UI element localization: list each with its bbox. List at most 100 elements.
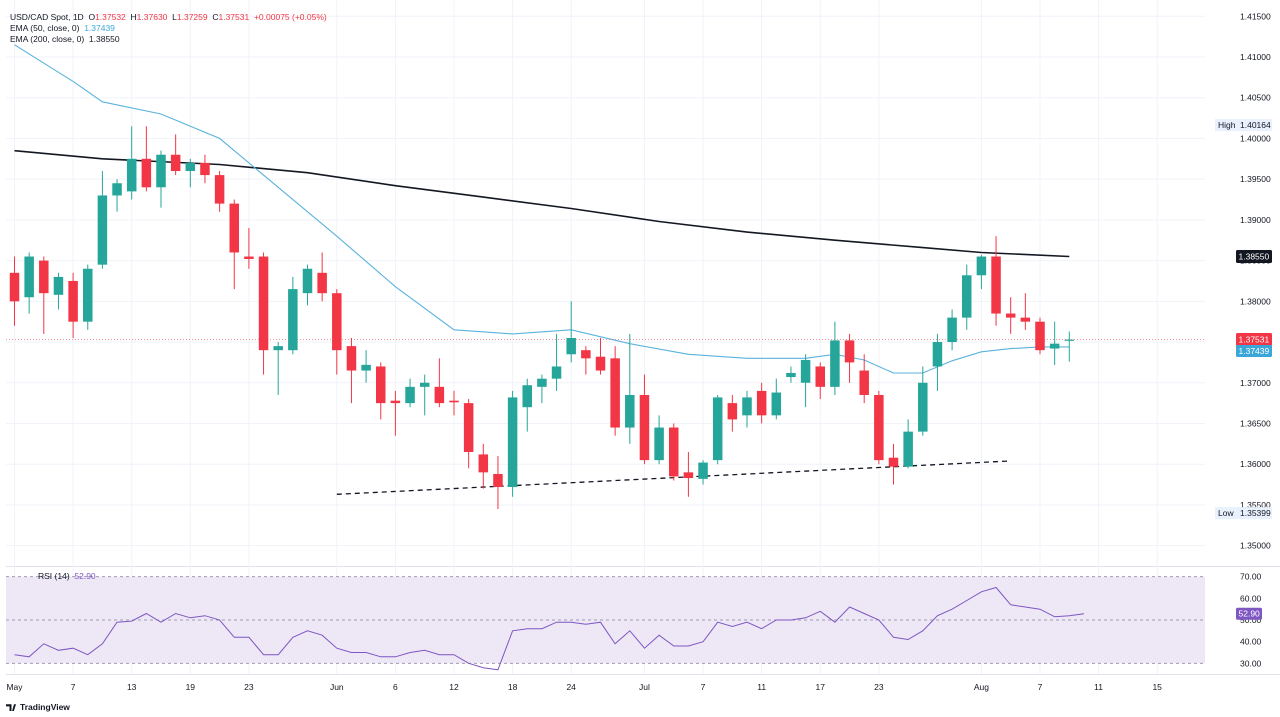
candle-body-up — [566, 337, 576, 355]
candle-body-up — [361, 364, 371, 371]
candle-body-down — [68, 280, 78, 322]
rsi-legend[interactable]: RSI (14) 52.90 — [38, 571, 96, 581]
candle-body-down — [991, 256, 1001, 314]
candle-body-up — [83, 268, 93, 322]
candle-body-down — [200, 162, 210, 176]
candle-body-down — [449, 400, 459, 403]
ema50-label: EMA (50, close, 0) — [10, 23, 80, 33]
ohlc-legend: USD/CAD Spot, 1D O1.37532 H1.37630 L1.37… — [10, 12, 327, 23]
candle-body-up — [522, 385, 532, 408]
price-axis-tick-label: 1.35000 — [1240, 541, 1271, 551]
symbol-label: USD/CAD Spot, 1D — [10, 12, 84, 22]
ema200-value: 1.38550 — [88, 34, 120, 44]
tradingview-brand[interactable]: TradingView — [6, 702, 70, 712]
candle-body-down — [493, 473, 503, 488]
last-price-tag: 1.37531 — [1239, 335, 1270, 345]
time-axis-label: 17 — [816, 682, 826, 692]
low-label: L — [172, 12, 177, 22]
price-axis-tick-label: 1.39000 — [1240, 215, 1271, 225]
candle-body-down — [1005, 313, 1016, 318]
high-marker-label: High — [1218, 120, 1236, 130]
candle-body-down — [39, 260, 49, 294]
candle-body-up — [786, 372, 796, 378]
ema200-price-tag: 1.38550 — [1239, 252, 1270, 262]
candle-body-down — [346, 346, 357, 371]
candle-body-up — [551, 366, 562, 379]
candle-body-down — [390, 400, 401, 404]
rsi-axis-tick-label: 30.00 — [1240, 658, 1262, 668]
high-value: 1.37630 — [136, 12, 168, 22]
candle-body-down — [874, 394, 884, 461]
candle-body-down — [669, 427, 679, 477]
time-axis-label: 18 — [508, 682, 518, 692]
candle-body-up — [654, 427, 664, 461]
candle-body-down — [463, 403, 474, 452]
time-axis-label: 23 — [244, 682, 254, 692]
candle-body-up — [800, 359, 811, 383]
time-axis-label: Jul — [639, 682, 650, 692]
time-axis-label: 24 — [566, 682, 576, 692]
candle-body-up — [625, 394, 635, 428]
candle-body-down — [1020, 317, 1031, 322]
open-label: O — [88, 12, 96, 22]
candle-body-down — [888, 457, 899, 467]
candle-body-down — [859, 370, 869, 395]
time-axis-label: Aug — [974, 682, 989, 692]
candle-body-down — [317, 272, 327, 294]
candle-body-up — [53, 276, 64, 295]
candle-body-up — [903, 431, 913, 467]
rsi-axis-tick-label: 60.00 — [1240, 593, 1262, 603]
time-axis-label: 23 — [874, 682, 884, 692]
candle-body-down — [683, 472, 694, 479]
candle-body-up — [771, 392, 782, 416]
candle-body-down — [844, 340, 855, 363]
low-marker-label: Low — [1218, 508, 1234, 518]
candle-body-up — [1049, 343, 1060, 349]
candle-body-down — [639, 394, 650, 461]
candle-body-down — [434, 386, 445, 404]
price-axis-tick-label: 1.41000 — [1240, 52, 1271, 62]
low-value: 1.37259 — [176, 12, 208, 22]
candle-body-up — [537, 378, 547, 387]
price-axis-tick-label: 1.35500 — [1240, 500, 1271, 510]
time-axis-label: 7 — [701, 682, 706, 692]
time-axis-label: 11 — [757, 682, 766, 692]
ema200-line — [14, 149, 1070, 258]
candle-body-down — [332, 293, 342, 351]
low-marker-bg — [1215, 507, 1272, 520]
high-marker-value: 1.40164 — [1240, 120, 1271, 130]
rsi-value-tag-bg — [1236, 607, 1262, 620]
candle-body-up — [712, 397, 723, 461]
tradingview-logo-icon — [6, 704, 16, 712]
candle-body-down — [258, 256, 269, 351]
candle-body-up — [185, 162, 196, 172]
candle-body-down — [229, 203, 239, 253]
candle-body-up — [288, 289, 298, 351]
rsi-axis-tick-label: 40.00 — [1240, 637, 1262, 647]
candle-body-down — [9, 272, 20, 302]
brand-label: TradingView — [20, 702, 70, 712]
candle-body-up — [273, 346, 283, 351]
change-value: +0.00075 (+0.05%) — [253, 12, 327, 22]
ema50-value: 1.37439 — [84, 23, 115, 33]
candle-body-up — [918, 382, 928, 432]
price-axis-tick-label: 1.41500 — [1240, 11, 1271, 21]
candle-body-up — [742, 397, 752, 416]
candle-body-down — [214, 175, 225, 204]
candle-body-up — [962, 275, 972, 318]
candle-body-up — [830, 340, 840, 387]
time-axis-label: 15 — [1152, 682, 1162, 692]
time-axis-label: 6 — [393, 682, 398, 692]
candle-body-down — [727, 403, 738, 420]
candle-body-up — [126, 158, 137, 192]
time-axis-label: 19 — [186, 682, 196, 692]
rsi-axis-tick-label: 50.00 — [1240, 615, 1262, 625]
ema200-legend[interactable]: EMA (200, close, 0) 1.38550 — [10, 34, 120, 45]
rsi-value-tag: 52.90 — [1239, 609, 1261, 619]
price-axis-tick-label: 1.36000 — [1240, 459, 1271, 469]
candle-body-down — [1035, 321, 1045, 351]
ema50-legend[interactable]: EMA (50, close, 0) 1.37439 — [10, 23, 115, 34]
rsi-line — [14, 586, 1085, 671]
candle-body-up — [698, 462, 708, 479]
